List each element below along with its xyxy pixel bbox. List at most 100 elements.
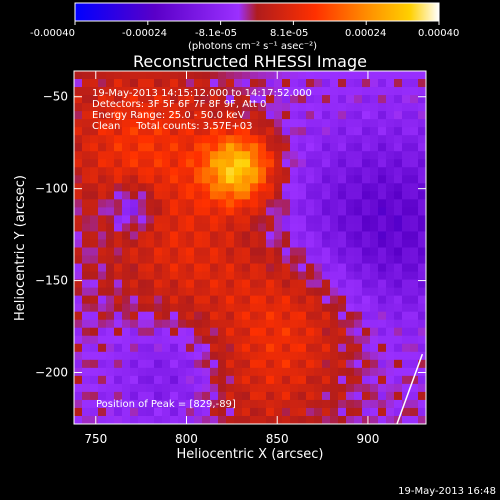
heatmap-cell — [370, 295, 379, 305]
heatmap-cell — [306, 95, 315, 104]
heatmap-cell — [362, 303, 371, 313]
heatmap-cell — [242, 71, 251, 80]
heatmap-cell — [274, 231, 283, 240]
heatmap-cell — [266, 287, 275, 297]
heatmap-cell — [146, 311, 155, 321]
heatmap-cell — [410, 391, 419, 401]
heatmap-cell — [274, 223, 283, 232]
heatmap-cell — [146, 223, 155, 232]
heatmap-cell — [218, 143, 227, 152]
heatmap-cell — [242, 207, 251, 216]
heatmap-cell — [362, 391, 371, 401]
heatmap-cell — [242, 383, 251, 393]
heatmap-cell — [314, 255, 323, 265]
heatmap-cell — [338, 279, 347, 289]
heatmap-cell — [274, 383, 283, 393]
heatmap-cell — [394, 215, 403, 224]
heatmap-cell — [98, 215, 107, 224]
heatmap-cell — [402, 119, 411, 128]
heatmap-cell — [362, 247, 371, 257]
heatmap-cell — [250, 223, 259, 232]
heatmap-cell — [290, 167, 299, 176]
heatmap-cell — [330, 247, 339, 257]
heatmap-cell — [234, 319, 243, 329]
heatmap-cell — [250, 207, 259, 216]
heatmap-cell — [202, 223, 211, 232]
heatmap-cell — [410, 327, 419, 337]
heatmap-cell — [314, 343, 323, 353]
heatmap-cell — [386, 135, 395, 144]
heatmap-cell — [146, 103, 155, 112]
heatmap-cell — [130, 167, 139, 176]
heatmap-cell — [146, 335, 155, 345]
heatmap-cell — [186, 335, 195, 345]
heatmap-cell — [250, 279, 259, 289]
heatmap-cell — [162, 399, 171, 409]
heatmap-cell — [146, 143, 155, 152]
heatmap-cell — [354, 159, 363, 168]
heatmap-cell — [202, 407, 211, 417]
heatmap-cell — [338, 167, 347, 176]
heatmap-cell — [314, 119, 323, 128]
heatmap-cell — [146, 151, 155, 160]
heatmap-cell — [354, 271, 363, 281]
heatmap-cell — [418, 175, 426, 184]
heatmap-cell — [90, 71, 99, 80]
heatmap-cell — [122, 199, 131, 208]
heatmap-cell — [330, 111, 339, 120]
heatmap-cell — [202, 335, 211, 345]
heatmap-cell — [162, 343, 171, 353]
heatmap-cell — [330, 367, 339, 377]
heatmap-cell — [378, 103, 387, 112]
heatmap-cell — [370, 351, 379, 361]
heatmap-cell — [354, 343, 363, 353]
heatmap-cell — [74, 327, 83, 337]
heatmap-cell — [274, 71, 283, 80]
heatmap-cell — [314, 359, 323, 369]
heatmap-cell — [202, 399, 211, 409]
heatmap-cell — [322, 207, 331, 216]
heatmap-cell — [234, 263, 243, 273]
heatmap-cell — [146, 383, 155, 393]
heatmap-cell — [306, 271, 315, 281]
heatmap-cell — [362, 71, 371, 80]
heatmap-cell — [90, 415, 99, 424]
heatmap-cell — [370, 135, 379, 144]
heatmap-cell — [82, 231, 91, 240]
heatmap-cell — [234, 95, 243, 104]
heatmap-cell — [82, 159, 91, 168]
heatmap-cell — [402, 375, 411, 385]
heatmap-cell — [82, 295, 91, 305]
heatmap-cell — [162, 87, 171, 96]
heatmap-cell — [98, 95, 107, 104]
heatmap-cell — [90, 183, 99, 192]
heatmap-cell — [274, 191, 283, 200]
heatmap-cell — [186, 351, 195, 361]
heatmap-cell — [258, 71, 267, 80]
heatmap-cell — [146, 167, 155, 176]
heatmap-cell — [162, 391, 171, 401]
heatmap-cell — [258, 143, 267, 152]
heatmap-cell — [394, 391, 403, 401]
heatmap-cell — [354, 263, 363, 273]
heatmap-cell — [418, 271, 426, 281]
heatmap-cell — [170, 311, 179, 321]
heatmap-cell — [338, 143, 347, 152]
heatmap-cell — [346, 143, 355, 152]
heatmap-cell — [106, 335, 115, 345]
heatmap-cell — [242, 191, 251, 200]
heatmap-cell — [210, 391, 219, 401]
heatmap-cell — [346, 391, 355, 401]
heatmap-cell — [274, 143, 283, 152]
heatmap-cell — [418, 383, 426, 393]
heatmap-cell — [178, 191, 187, 200]
heatmap-cell — [282, 119, 291, 128]
heatmap-cell — [394, 71, 403, 80]
heatmap-cell — [282, 79, 291, 88]
heatmap-cell — [114, 295, 123, 305]
heatmap-cell — [354, 119, 363, 128]
heatmap-cell — [210, 79, 219, 88]
x-tick-label: 850 — [266, 432, 289, 446]
heatmap-cell — [346, 239, 355, 248]
heatmap-cell — [178, 71, 187, 80]
